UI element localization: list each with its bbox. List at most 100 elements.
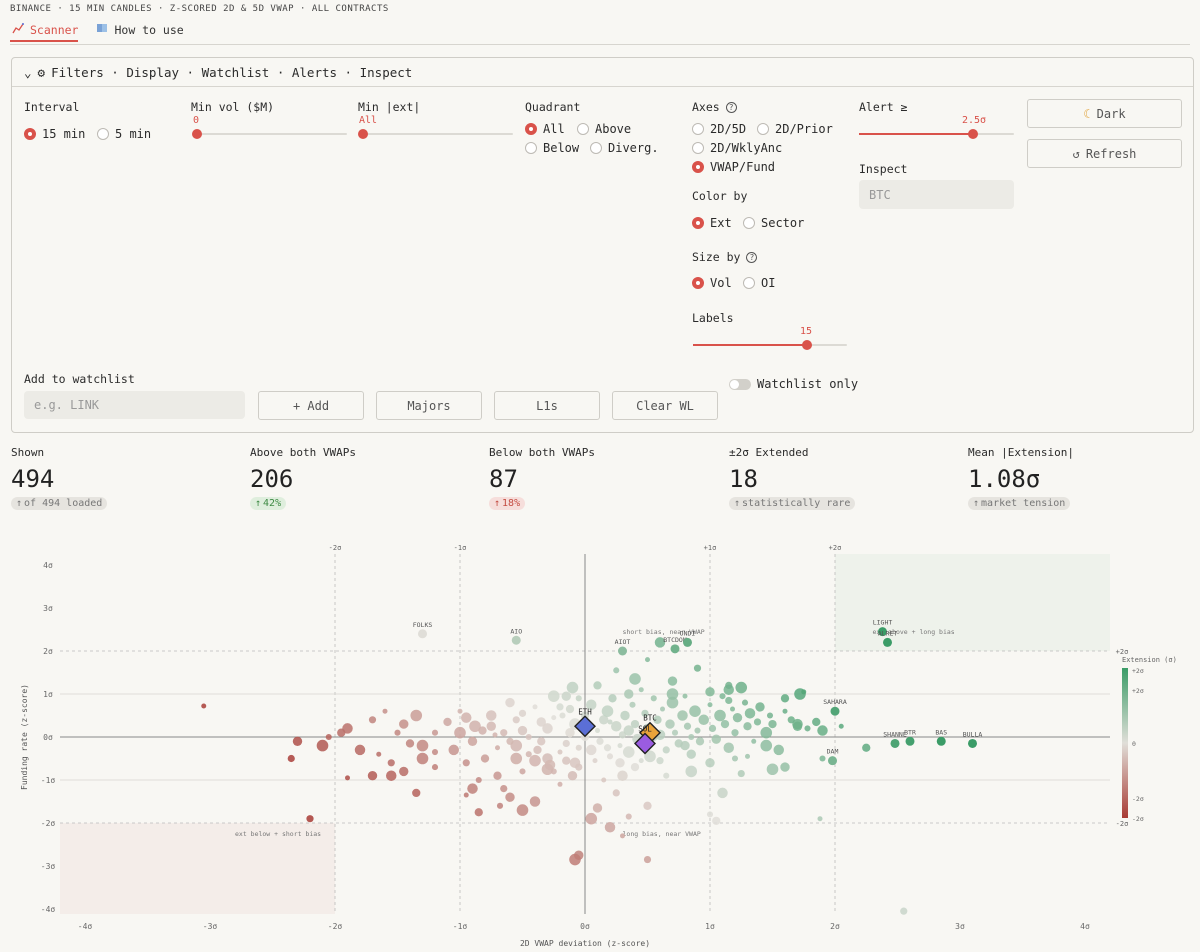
scatter-point[interactable] — [496, 802, 504, 809]
scatter-point-labeled[interactable] — [968, 738, 977, 748]
scatter-point[interactable] — [608, 694, 617, 703]
scatter-point[interactable] — [596, 737, 604, 745]
watchlist-input[interactable]: e.g. LINK — [24, 391, 245, 419]
scatter-point[interactable] — [492, 732, 498, 738]
scatter-point[interactable] — [469, 720, 481, 733]
scatter-point[interactable] — [773, 744, 785, 756]
scatter-point[interactable] — [768, 719, 777, 729]
scatter-point[interactable] — [660, 706, 665, 712]
axes-option-2d5d[interactable]: 2D/5D — [692, 122, 746, 136]
scatter-point-labeled[interactable] — [890, 738, 900, 748]
interval-option-15min[interactable]: 15 min — [24, 127, 85, 141]
scatter-point-labeled[interactable] — [905, 736, 915, 746]
scatter-point[interactable] — [463, 792, 469, 798]
scatter-point[interactable] — [592, 758, 598, 764]
scatter-point[interactable] — [731, 729, 739, 737]
scatter-point[interactable] — [712, 816, 721, 825]
scatter-point[interactable] — [536, 717, 546, 727]
scatter-point-labeled[interactable] — [618, 646, 627, 656]
dark-mode-button[interactable]: ☾ Dark — [1027, 99, 1182, 128]
watchlist-clear-button[interactable]: Clear WL — [612, 391, 718, 420]
scatter-point[interactable] — [575, 695, 582, 702]
slider-knob[interactable] — [968, 129, 978, 139]
scatter-point[interactable] — [569, 757, 581, 769]
scatter-point[interactable] — [732, 712, 743, 723]
scatter-point[interactable] — [667, 676, 678, 686]
scatter-point[interactable] — [607, 719, 613, 725]
scatter-point[interactable] — [744, 708, 756, 719]
scatter-point[interactable] — [480, 754, 490, 763]
scatter-point-labeled[interactable] — [878, 627, 887, 637]
slider-knob[interactable] — [802, 340, 812, 350]
axes-option-2dprior[interactable]: 2D/Prior — [757, 122, 833, 136]
scatter-point[interactable] — [565, 728, 575, 738]
scatter-point[interactable] — [753, 718, 762, 726]
scatter-point[interactable] — [525, 733, 532, 741]
min-ext-slider[interactable] — [358, 129, 513, 139]
featured-point-sol[interactable] — [634, 732, 656, 755]
scatter-point[interactable] — [686, 749, 696, 759]
scatter-point[interactable] — [510, 752, 523, 765]
scatter-point[interactable] — [529, 796, 541, 807]
scatter-point[interactable] — [562, 739, 570, 748]
scatter-point[interactable] — [708, 724, 717, 732]
scatter-point[interactable] — [792, 718, 803, 730]
scatter-point[interactable] — [743, 722, 752, 731]
quadrant-option-above[interactable]: Above — [577, 122, 631, 136]
scatter-point[interactable] — [737, 769, 745, 778]
scatter-point[interactable] — [561, 691, 571, 701]
scatter-point[interactable] — [638, 687, 644, 693]
scatter-point-labeled[interactable] — [670, 644, 680, 654]
scatter-point[interactable] — [478, 726, 487, 735]
scatter-point[interactable] — [557, 749, 563, 755]
color-by-option-sector[interactable]: Sector — [743, 216, 804, 230]
scatter-point[interactable] — [306, 815, 314, 823]
scatter-point[interactable] — [741, 699, 749, 706]
scatter-point[interactable] — [387, 759, 395, 767]
scatter-point[interactable] — [547, 690, 560, 702]
scatter-point[interactable] — [512, 716, 520, 724]
scatter-point[interactable] — [575, 744, 582, 751]
scatter-point[interactable] — [612, 789, 620, 797]
scatter-point[interactable] — [682, 693, 688, 699]
scatter-point[interactable] — [569, 853, 581, 866]
scatter-point[interactable] — [412, 788, 421, 798]
help-icon[interactable]: ? — [746, 251, 758, 263]
scatter-point[interactable] — [625, 813, 632, 820]
scatter-point[interactable] — [532, 704, 538, 710]
scatter-point[interactable] — [719, 693, 726, 700]
scatter-point[interactable] — [623, 725, 635, 736]
scatter-point[interactable] — [862, 743, 871, 752]
scatter-point[interactable] — [615, 758, 625, 768]
scatter-point[interactable] — [585, 812, 598, 825]
scatter-point[interactable] — [683, 722, 692, 730]
filters-panel-header[interactable]: ⌄ ⚙ Filters · Display · Watchlist · Aler… — [12, 58, 1193, 87]
scatter-point[interactable] — [819, 755, 826, 762]
scatter-point[interactable] — [766, 763, 779, 776]
scatter-point[interactable] — [671, 729, 679, 736]
scatter-point[interactable] — [566, 681, 579, 694]
scatter-point[interactable] — [542, 723, 553, 734]
scatter-point[interactable] — [725, 696, 733, 705]
scatter-point[interactable] — [556, 703, 564, 711]
size-by-option-vol[interactable]: Vol — [692, 276, 732, 290]
scatter-point[interactable] — [516, 804, 529, 816]
scatter-point[interactable] — [399, 719, 409, 729]
labels-slider[interactable] — [693, 340, 847, 350]
axes-option-2dwklyanc[interactable]: 2D/WklyAnc — [692, 141, 782, 155]
scatter-point[interactable] — [486, 721, 496, 731]
scatter-point[interactable] — [707, 702, 713, 708]
scatter-point[interactable] — [519, 768, 526, 775]
scatter-point[interactable] — [382, 708, 388, 714]
scatter-point[interactable] — [467, 783, 478, 794]
scatter-point[interactable] — [431, 764, 439, 771]
scatter-point[interactable] — [760, 739, 773, 752]
scatter-point[interactable] — [500, 785, 508, 793]
inspect-input[interactable]: BTC — [859, 180, 1014, 209]
scatter-point-labeled[interactable] — [936, 736, 946, 746]
scatter-point[interactable] — [812, 717, 821, 727]
scatter-point[interactable] — [804, 725, 811, 732]
scatter-point[interactable] — [562, 756, 571, 765]
scatter-point[interactable] — [611, 721, 622, 732]
scatter-point[interactable] — [431, 749, 439, 756]
